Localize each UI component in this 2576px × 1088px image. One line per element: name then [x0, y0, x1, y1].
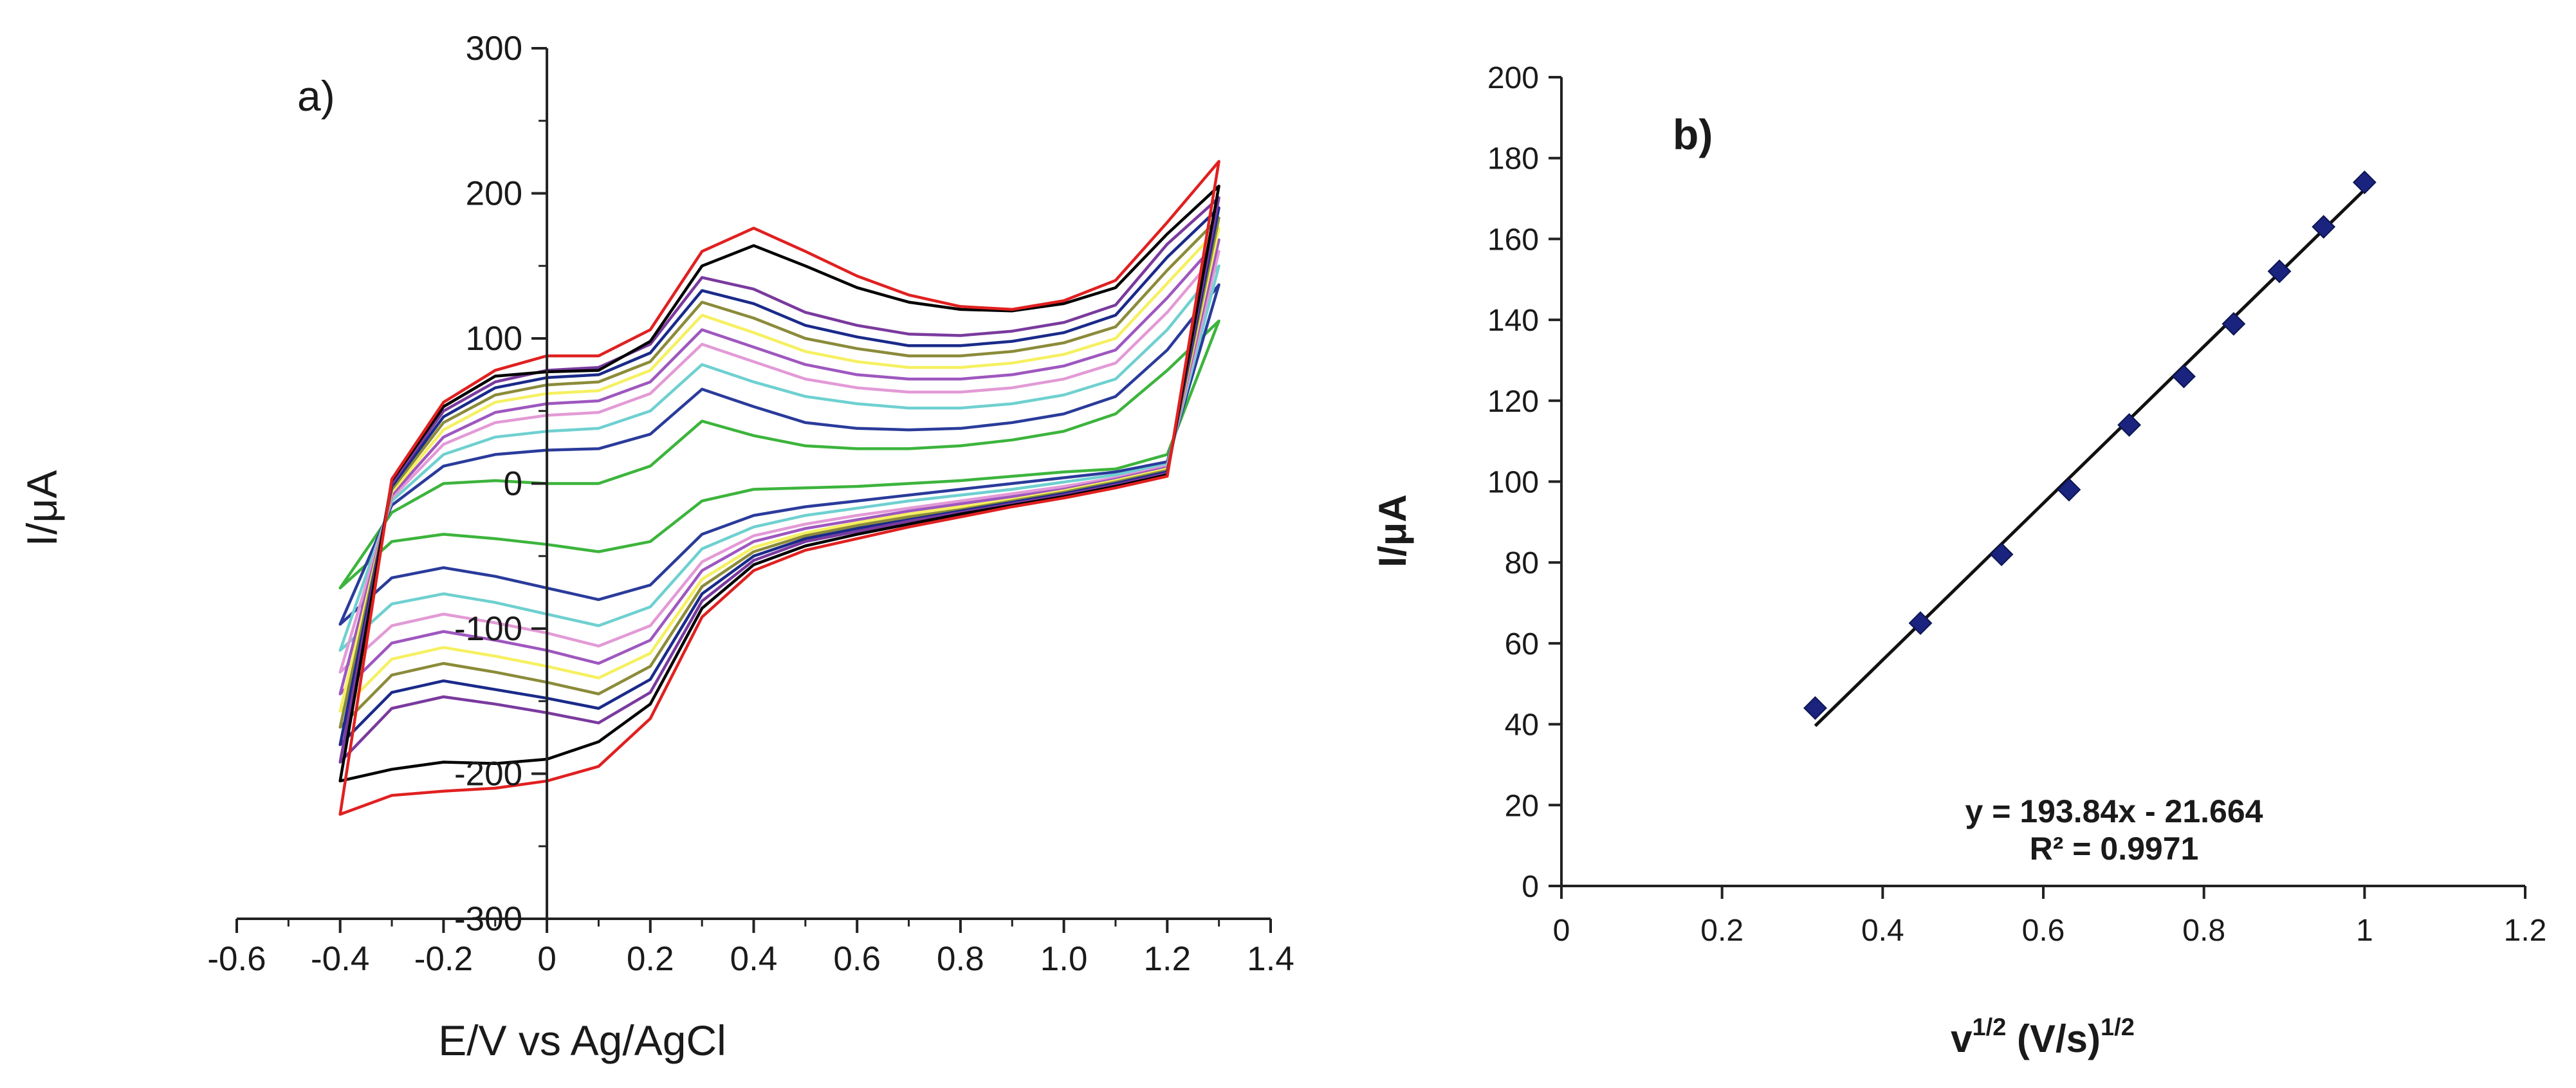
linear-fit-trendline [1814, 189, 2366, 727]
cv-curve-10 [338, 184, 1220, 783]
fit-equation: y = 193.84x - 21.664 [1965, 793, 2263, 829]
cv-x-tick-label: 0.2 [627, 940, 674, 978]
linear-fit-y-tick-label: 100 [1487, 466, 1539, 500]
linear-fit-y-tick-label: 200 [1487, 61, 1539, 95]
cv-x-tick-label: 0.6 [833, 940, 881, 978]
linear-fit-y-tick-label: 0 [1522, 870, 1539, 904]
linear-fit-y-tick-label: 40 [1505, 708, 1539, 742]
linear-fit-x-tick-label: 0 [1553, 914, 1570, 948]
linear-fit-panel-label: b) [1673, 111, 1713, 158]
cv-curve-1 [338, 319, 1220, 590]
linear-fit-x-tick-label: 0.2 [1700, 914, 1743, 948]
cv-curve-4 [338, 250, 1220, 674]
data-point [2312, 215, 2336, 239]
linear-fit-axes: 0 20 40 60 80 100 120 140 160 180 200 0 0.2 0.4 0.6 0.8… [1487, 61, 2546, 948]
x-axis-title-exponent-2: 1/2 [2101, 1014, 2135, 1041]
cv-axes: -300 -200 -100 0 100 200 300 -0.6 -0.4 -0.2 0 0.2 0.… [207, 30, 1294, 978]
cv-x-tick-label: 0 [537, 940, 556, 978]
cv-panel-label: a) [297, 72, 335, 120]
cv-curve-7 [338, 216, 1220, 729]
x-axis-title-units: (V/s) [2006, 1017, 2101, 1060]
linear-fit-x-tick-label: 0.6 [2022, 914, 2065, 948]
current-vs-scanrate-chart: 0 20 40 60 80 100 120 140 160 180 200 0 0.2 0.4 0.6 0.8… [1371, 61, 2546, 1060]
data-point [2117, 413, 2141, 437]
cv-y-tick-label: -100 [454, 610, 522, 648]
cv-y-tick-label: 200 [466, 175, 522, 213]
data-point [2352, 170, 2377, 194]
linear-fit-y-tick-label: 140 [1487, 304, 1539, 338]
linear-fit-y-tick-label: 160 [1487, 223, 1539, 257]
data-point [2222, 311, 2246, 336]
cv-x-tick-label: -0.2 [414, 940, 473, 978]
fit-r-squared: R² = 0.9971 [2030, 831, 2199, 867]
cv-x-axis-title: E/V vs Ag/AgCl [438, 1017, 726, 1064]
cv-curve-5 [338, 238, 1220, 696]
cv-y-tick-label: 100 [466, 320, 522, 358]
x-axis-title-base: v [1951, 1017, 1973, 1060]
linear-fit-points [1803, 170, 2377, 720]
cv-curve-8 [338, 206, 1220, 746]
cv-x-tick-label: -0.4 [311, 940, 369, 978]
cv-y-tick-label: 0 [504, 465, 522, 503]
linear-fit-x-tick-label: 0.4 [1861, 914, 1904, 948]
data-point [1989, 542, 2014, 567]
cv-x-tick-label: 1.2 [1143, 940, 1191, 978]
cv-curves [338, 160, 1220, 816]
x-axis-title-exponent-1: 1/2 [1973, 1014, 2007, 1041]
cv-x-tick-label: 1.0 [1040, 940, 1088, 978]
linear-fit-x-tick-label: 1.2 [2504, 914, 2547, 948]
cv-curve-11 [338, 160, 1220, 816]
linear-fit-y-tick-label: 180 [1487, 142, 1539, 176]
cv-curve-3 [338, 264, 1220, 652]
cv-y-tick-label: -200 [454, 755, 522, 793]
linear-fit-x-tick-label: 1 [2356, 914, 2373, 948]
linear-fit-x-tick-label: 0.8 [2182, 914, 2225, 948]
linear-fit-y-tick-label: 20 [1505, 789, 1539, 823]
cv-curve-2 [338, 283, 1220, 626]
data-point [2057, 477, 2081, 502]
trendline [1814, 189, 2366, 727]
cv-chart: -300 -200 -100 0 100 200 300 -0.6 -0.4 -0.2 0 0.2 0.… [18, 30, 1294, 1064]
linear-fit-x-axis-title: v1/2 (V/s)1/2 [1951, 1014, 2135, 1060]
cv-y-axis-title: I/μA [18, 470, 66, 547]
linear-fit-y-tick-label: 60 [1505, 627, 1539, 661]
cv-curve-6 [338, 226, 1220, 713]
cv-x-tick-label: 0.8 [937, 940, 984, 978]
data-point [1908, 611, 1933, 635]
cv-x-tick-label: -0.6 [207, 940, 266, 978]
cv-y-tick-label: -300 [454, 900, 522, 938]
linear-fit-y-tick-label: 120 [1487, 385, 1539, 419]
data-point [2267, 259, 2292, 284]
data-point [1803, 696, 1827, 720]
cv-x-tick-label: 1.4 [1247, 940, 1294, 978]
cv-y-tick-label: 300 [466, 30, 522, 68]
linear-fit-y-axis-title: I/μA [1371, 494, 1414, 567]
data-point [2172, 364, 2196, 389]
cv-x-tick-label: 0.4 [730, 940, 778, 978]
linear-fit-y-tick-label: 80 [1505, 546, 1539, 580]
